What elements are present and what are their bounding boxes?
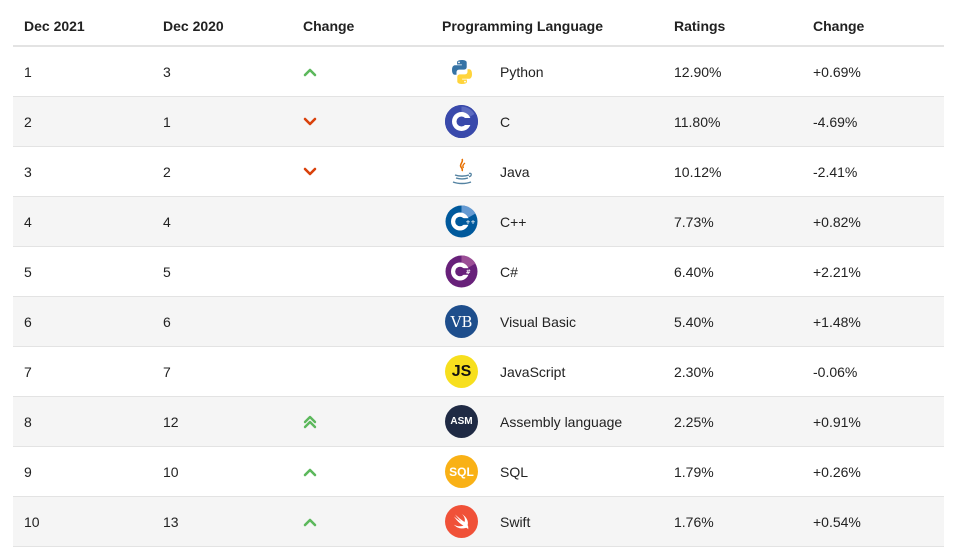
vb-logo: VB bbox=[445, 297, 478, 346]
table-row: 6 6 VB Visual Basic 5.40% +1.48% bbox=[13, 297, 944, 347]
rank-2020: 2 bbox=[163, 163, 171, 180]
rating-value: 1.76% bbox=[674, 513, 714, 530]
rating-change: +0.26% bbox=[813, 463, 861, 480]
rank-2020: 6 bbox=[163, 313, 171, 330]
rank-2021: 2 bbox=[24, 113, 32, 130]
asm-logo: ASM bbox=[445, 397, 478, 446]
double-arrow-up-icon bbox=[303, 397, 317, 446]
svg-text:#: # bbox=[466, 269, 471, 276]
language-name[interactable]: Swift bbox=[500, 513, 531, 530]
table-row: 8 12 ASM Assembly language 2.25% +0.91% bbox=[13, 397, 944, 447]
rank-2021: 9 bbox=[24, 463, 32, 480]
rating-change: +0.91% bbox=[813, 413, 861, 430]
language-name[interactable]: SQL bbox=[500, 463, 529, 480]
arrow-down-icon bbox=[303, 147, 317, 196]
rank-2020: 1 bbox=[163, 113, 171, 130]
header-change[interactable]: Change bbox=[303, 18, 355, 34]
sql-logo: SQL bbox=[445, 447, 478, 496]
vb-logo-text: VB bbox=[450, 312, 473, 331]
rank-2020: 5 bbox=[163, 263, 171, 280]
rating-value: 5.40% bbox=[674, 313, 714, 330]
sql-logo-text: SQL bbox=[449, 464, 474, 479]
rank-2020: 7 bbox=[163, 363, 171, 380]
rating-change: +1.48% bbox=[813, 313, 861, 330]
table-body: 1 3 Python 12.90% +0.69% 2 1 C 11.80% -4.69% 3 2 Jav… bbox=[13, 47, 944, 547]
rank-2021: 4 bbox=[24, 213, 32, 230]
rank-2020: 4 bbox=[163, 213, 171, 230]
header-change-percent[interactable]: Change bbox=[813, 18, 865, 34]
rating-change: -0.06% bbox=[813, 363, 858, 380]
rank-2020: 10 bbox=[163, 463, 179, 480]
rating-change: -2.41% bbox=[813, 163, 858, 180]
rating-value: 11.80% bbox=[674, 113, 721, 130]
table-row: 7 7 JS JavaScript 2.30% -0.06% bbox=[13, 347, 944, 397]
rating-value: 2.25% bbox=[674, 413, 714, 430]
header-dec2021[interactable]: Dec 2021 bbox=[24, 18, 85, 34]
rank-2021: 3 bbox=[24, 163, 32, 180]
cpp-logo: ++ bbox=[445, 197, 478, 246]
table-row: 10 13 Swift 1.76% +0.54% bbox=[13, 497, 944, 547]
arrow-up-icon bbox=[303, 497, 317, 546]
arrow-down-icon bbox=[303, 97, 317, 146]
rank-2020: 3 bbox=[163, 63, 171, 80]
table-row: 2 1 C 11.80% -4.69% bbox=[13, 97, 944, 147]
rating-change: +0.69% bbox=[813, 63, 861, 80]
header-programming-language[interactable]: Programming Language bbox=[442, 18, 604, 34]
arrow-up-icon bbox=[303, 47, 317, 96]
rating-change: -4.69% bbox=[813, 113, 858, 130]
rating-value: 12.90% bbox=[674, 63, 722, 80]
js-logo: JS bbox=[445, 347, 478, 396]
language-name[interactable]: JavaScript bbox=[500, 363, 566, 380]
table-row: 4 4 ++ C++ 7.73% +0.82% bbox=[13, 197, 944, 247]
table-row: 3 2 Java 10.12% -2.41% bbox=[13, 147, 944, 197]
rating-value: 7.73% bbox=[674, 213, 714, 230]
rating-value: 10.12% bbox=[674, 163, 722, 180]
rating-value: 1.79% bbox=[674, 463, 714, 480]
header-ratings[interactable]: Ratings bbox=[674, 18, 726, 34]
language-name[interactable]: C++ bbox=[500, 213, 527, 230]
language-name[interactable]: Assembly language bbox=[500, 413, 623, 430]
rating-value: 6.40% bbox=[674, 263, 714, 280]
svg-text:++: ++ bbox=[466, 219, 476, 226]
csharp-logo: # bbox=[445, 247, 478, 296]
table-row: 5 5 # C# 6.40% +2.21% bbox=[13, 247, 944, 297]
rank-2021: 10 bbox=[24, 513, 40, 530]
java-logo bbox=[445, 147, 478, 196]
rank-2020: 13 bbox=[163, 513, 179, 530]
js-logo-text: JS bbox=[451, 362, 472, 380]
tiobe-index-table: Dec 2021 Dec 2020 Change Programming Lan… bbox=[13, 0, 944, 547]
rating-change: +2.21% bbox=[813, 263, 861, 280]
table-row: 1 3 Python 12.90% +0.69% bbox=[13, 47, 944, 97]
arrow-up-icon bbox=[303, 447, 317, 496]
python-logo bbox=[445, 47, 478, 96]
swift-logo bbox=[445, 497, 478, 546]
rank-2021: 7 bbox=[24, 363, 32, 380]
asm-logo-text: ASM bbox=[450, 416, 473, 427]
rating-change: +0.82% bbox=[813, 213, 861, 230]
language-name[interactable]: Java bbox=[500, 163, 530, 180]
language-name[interactable]: Python bbox=[500, 63, 544, 80]
language-name[interactable]: C# bbox=[500, 263, 518, 280]
table-row: 9 10 SQL SQL 1.79% +0.26% bbox=[13, 447, 944, 497]
header-dec2020[interactable]: Dec 2020 bbox=[163, 18, 224, 34]
language-name[interactable]: Visual Basic bbox=[500, 313, 577, 330]
language-name[interactable]: C bbox=[500, 113, 511, 130]
rank-2020: 12 bbox=[163, 413, 179, 430]
rating-value: 2.30% bbox=[674, 363, 714, 380]
rank-2021: 1 bbox=[24, 63, 32, 80]
rank-2021: 5 bbox=[24, 263, 32, 280]
rank-2021: 8 bbox=[24, 413, 32, 430]
table-header: Dec 2021 Dec 2020 Change Programming Lan… bbox=[13, 0, 944, 47]
c-logo bbox=[445, 97, 478, 146]
rank-2021: 6 bbox=[24, 313, 32, 330]
rating-change: +0.54% bbox=[813, 513, 861, 530]
